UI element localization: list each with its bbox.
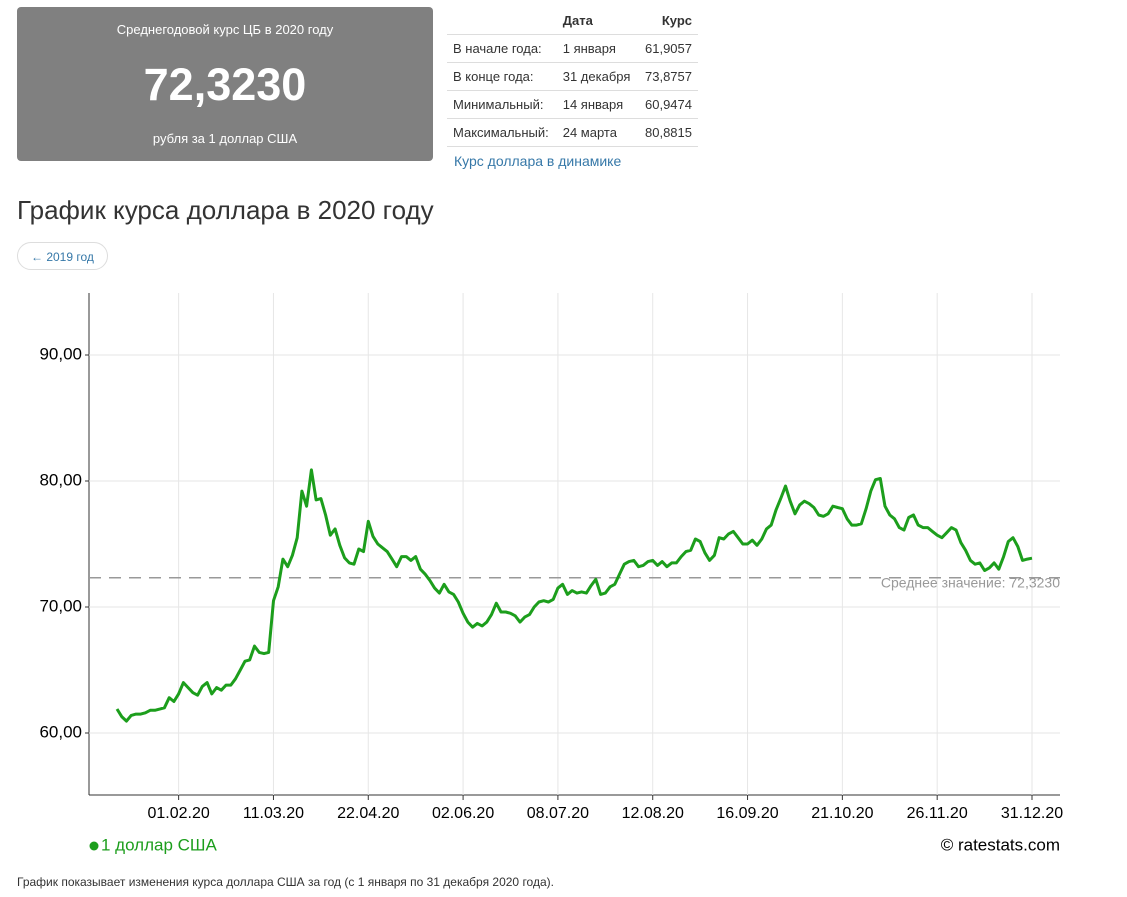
x-tick-label: 01.02.20 xyxy=(147,805,209,822)
x-tick-label: 16.09.20 xyxy=(716,805,778,822)
watermark: © ratestats.com xyxy=(941,835,1060,854)
x-tick-label: 31.12.20 xyxy=(1001,805,1063,822)
cell: 73,8757 xyxy=(637,62,698,91)
x-tick-label: 11.03.20 xyxy=(243,805,304,822)
average-label: Среднее значение: 72,3230 xyxy=(881,574,1060,590)
table-row: В конце года: 31 декабря 73,8757 xyxy=(447,62,698,91)
cell: 31 декабря xyxy=(556,62,638,91)
cell: Минимальный: xyxy=(447,90,557,119)
cell: 1 января xyxy=(556,34,638,63)
y-tick-label: 70,00 xyxy=(39,596,82,615)
table-row: Максимальный: 24 марта 80,8815 xyxy=(447,118,698,147)
average-value: 72,3230 xyxy=(143,59,307,110)
cell: В конце года: xyxy=(447,62,557,91)
chart-heading: График курса доллара в 2020 году xyxy=(17,195,434,225)
x-tick-label: 12.08.20 xyxy=(622,805,684,822)
x-tick-label: 08.07.20 xyxy=(527,805,589,822)
cell: 24 марта xyxy=(556,118,638,147)
average-title: Среднегодовой курс ЦБ в 2020 году xyxy=(116,22,334,37)
table-header: Дата Курс xyxy=(447,6,698,35)
cell: 60,9474 xyxy=(637,90,698,119)
y-tick-label: 90,00 xyxy=(39,344,82,363)
cell: 14 января xyxy=(556,90,638,119)
series-line xyxy=(115,468,1033,723)
cell: Максимальный: xyxy=(447,118,557,147)
legend-label: 1 доллар США xyxy=(101,835,218,854)
y-tick-label: 60,00 xyxy=(39,722,82,741)
x-tick-label: 26.11.20 xyxy=(907,805,968,822)
cell: 61,9057 xyxy=(637,34,698,63)
x-tick-label: 21.10.20 xyxy=(811,805,873,822)
rate-table: Дата Курс В начале года: 1 января 61,9057 В… xyxy=(447,6,698,147)
cell: 80,8815 xyxy=(637,118,698,147)
average-box: Среднегодовой курс ЦБ в 2020 году 72,323… xyxy=(17,7,433,161)
legend-marker xyxy=(89,841,99,851)
x-tick-label: 02.06.20 xyxy=(432,805,494,822)
prev-year-button[interactable]: ← 2019 год xyxy=(17,242,108,270)
x-tick-label: 22.04.20 xyxy=(337,805,399,822)
table-row: Минимальный: 14 января 60,9474 xyxy=(447,90,698,119)
dynamics-link[interactable]: Курс доллара в динамике xyxy=(454,153,622,169)
header-cell: Дата xyxy=(556,6,638,35)
y-tick-label: 80,00 xyxy=(39,470,82,489)
average-unit: рубля за 1 доллар США xyxy=(152,131,298,146)
caption: График показывает изменения курса доллар… xyxy=(17,875,554,889)
table-row: В начале года: 1 января 61,9057 xyxy=(447,34,698,63)
header-cell: Курс xyxy=(637,6,698,35)
cell: В начале года: xyxy=(447,34,557,63)
